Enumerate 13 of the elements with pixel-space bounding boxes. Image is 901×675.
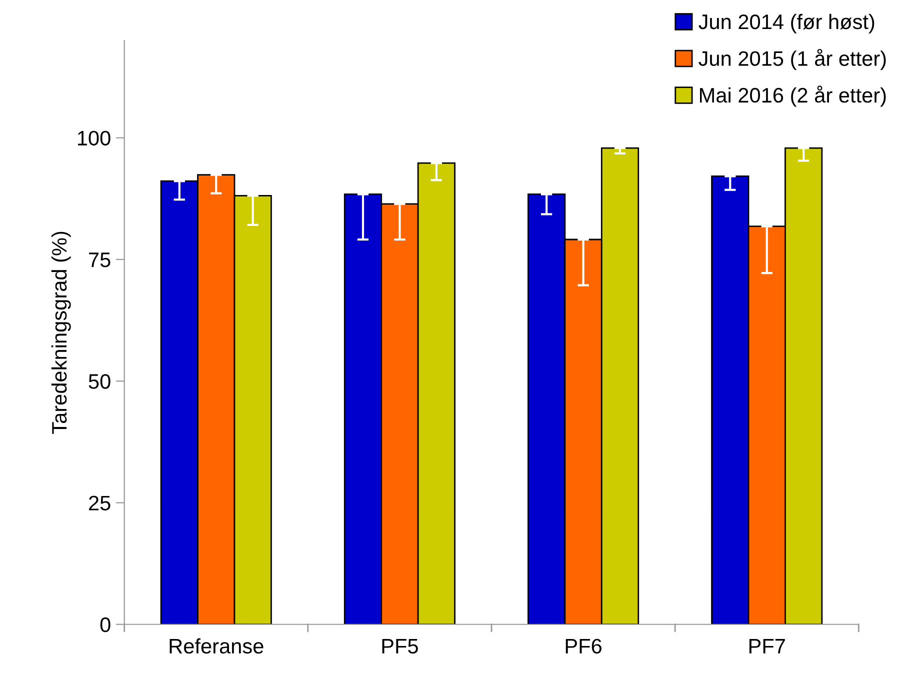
x-tick-label: Referanse — [170, 638, 264, 654]
y-tick-label: 0 — [100, 617, 110, 632]
x-tick-label: PF5 — [382, 639, 418, 654]
legend-label: Jun 2014 (før høst) — [698, 14, 874, 34]
y-tick-label: 50 — [88, 374, 110, 389]
y-axis-title: Taredekningsgrad (%) — [51, 232, 71, 434]
legend-label: Jun 2015 (1 år etter) — [698, 48, 886, 70]
x-tick-label: PF6 — [566, 638, 602, 654]
y-tick-label: 75 — [89, 252, 110, 268]
legend-label: Mai 2016 (2 år etter) — [700, 86, 886, 107]
y-tick-label: 25 — [89, 496, 110, 510]
x-tick-label: PF7 — [749, 639, 785, 654]
y-tick-label: 100 — [78, 130, 110, 146]
